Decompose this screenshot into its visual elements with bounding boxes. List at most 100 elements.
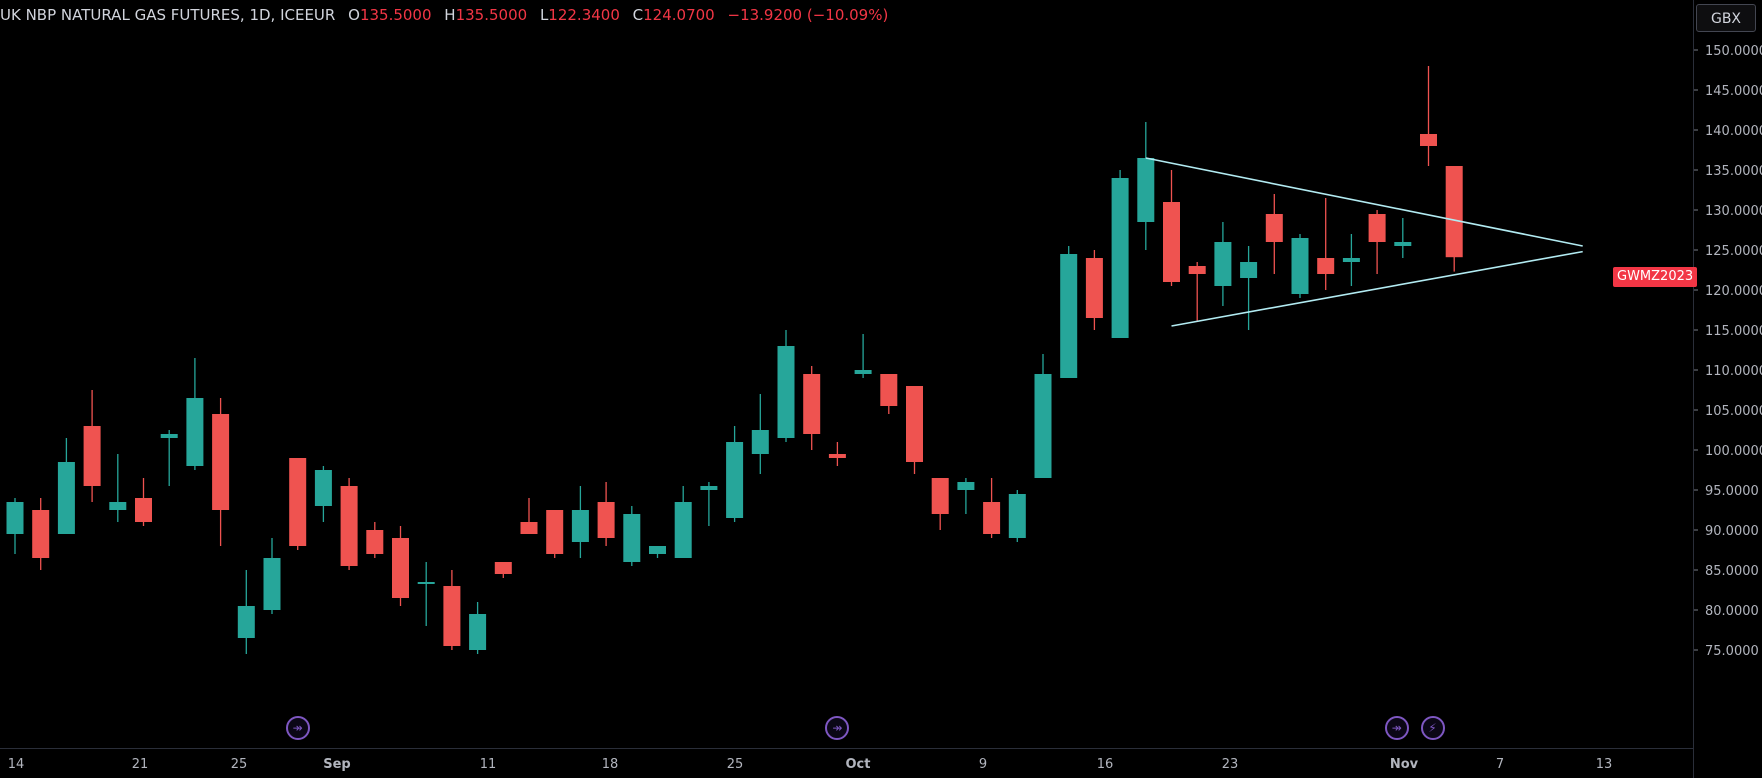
change-value: −13.9200 (−10.09%) [727,6,889,24]
time-tick-label: 23 [1222,757,1239,772]
time-axis: 14 21 25 Sep 11 18 25 Oct 9 16 23 Nov 7 13 [8,757,1613,772]
candle-body [751,430,769,454]
candle-body [1034,374,1052,478]
open-value: 135.5000 [359,6,432,24]
close-label: C [632,6,644,24]
triangle-resistance-line [1145,157,1583,247]
candle-body [6,502,24,534]
time-tick-label: 16 [1097,757,1114,772]
candle-body [469,614,487,650]
low-label: L [539,6,549,24]
candle-body [880,374,898,406]
candle-body [1188,266,1206,274]
candle-body [520,522,538,534]
price-tick-label: 105.0000 [1705,404,1762,419]
candle-body [1420,134,1437,146]
time-tick-label: 13 [1596,757,1613,772]
price-axis: 150.0000 145.0000 140.0000 135.0000 130.0000… [1693,44,1762,659]
close-value: 124.0700 [643,6,715,24]
price-tick-label: 120.0000 [1705,284,1762,299]
time-tick-label: Oct [846,757,871,772]
candle-body [828,454,846,458]
price-tick-label: 75.0000 [1705,644,1759,659]
candle-body [1060,254,1078,378]
candle-body [1394,242,1412,246]
candle-body [109,502,127,510]
price-tick-label: 85.0000 [1705,564,1759,579]
candle-body [957,482,975,490]
candle-body [1317,258,1335,274]
candle-body [1137,158,1155,222]
candle-body [854,370,872,374]
triangle-support-line [1171,250,1583,327]
symbol-title: UK NBP NATURAL GAS FUTURES, 1D, ICEEUR [0,6,336,24]
candle-body [1265,214,1283,242]
time-axis-border [0,748,1693,749]
candle-body [803,374,821,434]
candle-body [1342,258,1360,262]
candle-body [597,502,615,538]
dividend-arrow-icon[interactable]: ↠ [285,716,310,740]
candle-body [186,398,204,466]
candle-body [1008,494,1026,538]
trendlines-layer [1145,157,1583,327]
time-tick-label: 21 [132,757,149,772]
price-tick-label: 80.0000 [1705,604,1759,619]
time-tick-label: 25 [231,757,248,772]
candle-body [289,458,307,546]
candle-body [1214,242,1232,286]
currency-button[interactable]: GBX [1696,4,1756,32]
candle-body [674,502,692,558]
candle-body [212,414,230,510]
dividend-arrow-icon[interactable]: ↠ [825,716,850,740]
price-tick-label: 150.0000 [1705,44,1762,59]
candle-body [1291,238,1309,294]
high-value: 135.5000 [455,6,528,24]
candle-body [546,510,564,554]
candle-body [649,546,666,554]
time-tick-label: 7 [1496,757,1504,772]
price-tick-label: 100.0000 [1705,444,1762,459]
lightning-icon[interactable]: ⚡ [1420,716,1445,740]
candle-body [494,562,512,574]
candle-body [623,514,641,562]
time-tick-label: 25 [727,757,744,772]
candle-body [1240,262,1258,278]
time-tick-label: 9 [979,757,987,772]
time-tick-label: 14 [8,757,25,772]
candle-body [340,486,358,566]
price-tick-label: 145.0000 [1705,84,1762,99]
candle-body [1085,258,1103,318]
time-tick-label: Nov [1390,757,1419,772]
candle-body [160,434,178,438]
price-tick-label: 135.0000 [1705,164,1762,179]
candle-body [1111,178,1129,338]
candle-body [983,502,1001,534]
time-tick-label: 11 [480,757,497,772]
dividend-arrow-icon[interactable]: ↠ [1384,716,1409,740]
candle-body [83,426,101,486]
candle-body [135,498,152,522]
price-tick-label: 130.0000 [1705,204,1762,219]
price-tick-label: 95.0000 [1705,484,1759,499]
low-value: 122.3400 [548,6,620,24]
candle-body [726,442,744,518]
candle-body [237,606,255,638]
candle-body [1445,166,1463,258]
candle-body [366,530,384,554]
candle-body [931,478,949,514]
legend-header: UK NBP NATURAL GAS FUTURES, 1D, ICEEUR O… [0,6,888,24]
price-tick-label: 125.0000 [1705,244,1762,259]
open-label: O [348,6,360,24]
candle-body [32,510,50,558]
candle-body [314,470,332,506]
candle-body [571,510,589,542]
price-tick-label: 110.0000 [1705,364,1762,379]
candle-body [263,558,281,610]
candle-body [700,486,718,490]
candles-layer [6,66,1463,654]
candle-body [392,538,409,598]
candle-body [777,346,795,438]
time-tick-label: 18 [602,757,619,772]
